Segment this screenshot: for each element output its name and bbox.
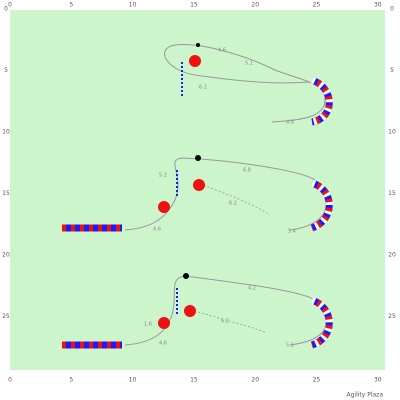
y-axis-label: 10	[388, 129, 396, 136]
handler-path	[164, 44, 326, 123]
y-axis-label: 25	[2, 313, 10, 320]
x-axis-label: 10	[129, 2, 137, 9]
x-axis-label: 15	[190, 377, 198, 384]
dog-path	[197, 311, 266, 333]
x-axis-label: 5	[69, 2, 73, 9]
x-axis-label: 20	[251, 377, 259, 384]
y-axis-label: 0	[390, 6, 394, 13]
segment-length: 1.6	[144, 322, 152, 328]
start	[195, 155, 201, 161]
segment-length: 6.2	[229, 201, 237, 207]
tunnel	[310, 76, 333, 126]
y-axis-label: 15	[2, 190, 10, 197]
x-axis-label: 0	[8, 377, 12, 384]
segment-length: 5.1	[286, 343, 294, 349]
segment-length: 4.6	[159, 341, 167, 347]
x-axis-label: 30	[374, 377, 382, 384]
x-axis-label: 10	[129, 377, 137, 384]
x-axis-label: 20	[251, 2, 259, 9]
start	[183, 273, 189, 279]
y-axis-label: 5	[4, 67, 8, 74]
segment-length: 6.2	[221, 319, 229, 325]
start	[196, 43, 200, 47]
segment-length: 6.2	[199, 85, 207, 91]
x-axis-label: 5	[69, 377, 73, 384]
jump	[158, 317, 170, 329]
x-axis-label: 30	[374, 2, 382, 9]
jump	[158, 201, 170, 213]
segment-length: 6.8	[243, 168, 251, 174]
x-axis-label: 25	[313, 377, 321, 384]
x-axis-label: 25	[313, 2, 321, 9]
x-axis-label: 0	[8, 2, 12, 9]
y-axis-label: 20	[388, 252, 396, 259]
segment-length: 4.2	[248, 286, 256, 292]
y-axis-label: 15	[388, 190, 396, 197]
y-axis-label: 0	[4, 6, 8, 13]
y-axis-label: 20	[2, 252, 10, 259]
jump	[193, 179, 205, 191]
dog-path	[199, 183, 271, 216]
segment-length: 4.8	[286, 120, 294, 126]
y-axis-label: 25	[388, 313, 396, 320]
segment-length: 4.6	[218, 48, 226, 54]
segment-length: 4.6	[153, 227, 161, 233]
jump	[189, 55, 201, 67]
segment-length: 5.1	[245, 61, 253, 67]
credit: Agility Plaza	[346, 392, 383, 399]
tunnel	[310, 296, 333, 349]
tunnel	[310, 179, 333, 232]
segment-length: 5.2	[159, 173, 167, 179]
y-axis-label: 5	[390, 67, 394, 74]
jump	[184, 305, 196, 317]
y-axis-label: 10	[2, 129, 10, 136]
segment-length: 5.4	[288, 229, 296, 235]
x-axis-label: 15	[190, 2, 198, 9]
